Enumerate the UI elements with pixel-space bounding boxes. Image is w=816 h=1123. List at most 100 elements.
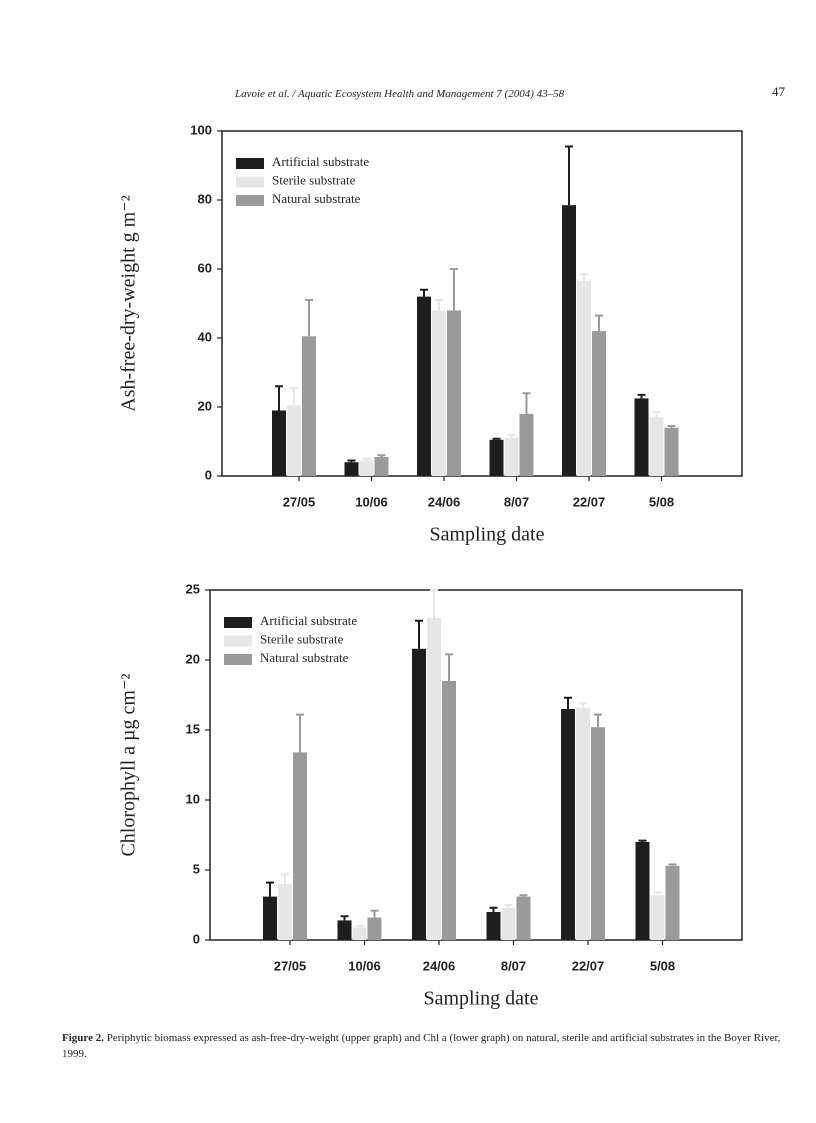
error-bar <box>275 385 283 411</box>
error-bar <box>435 299 443 311</box>
bar <box>374 457 389 476</box>
legend-swatch <box>224 617 252 628</box>
bar <box>649 417 664 476</box>
y-tick-label: 15 <box>186 721 200 736</box>
x-tick-label: 10/06 <box>355 494 388 509</box>
bar <box>591 727 605 940</box>
caption: Figure 2. Periphytic biomass expressed a… <box>62 1030 782 1062</box>
y-tick-label: 25 <box>186 581 200 596</box>
bar <box>442 681 456 940</box>
bar <box>516 896 531 940</box>
legend-label: Sterile substrate <box>272 172 356 187</box>
error-bar <box>492 437 501 440</box>
y-tick-label: 60 <box>198 260 212 275</box>
error-bar <box>370 909 379 918</box>
error-bar <box>450 268 458 311</box>
y-tick-label: 10 <box>186 791 200 806</box>
bar <box>412 648 426 940</box>
bar <box>337 920 352 940</box>
error-bar <box>638 839 647 842</box>
error-bar <box>290 387 298 406</box>
bar <box>302 336 316 476</box>
bar <box>272 410 286 476</box>
bar <box>664 427 679 476</box>
x-tick-label: 10/06 <box>348 958 381 973</box>
y-tick-label: 100 <box>190 122 212 137</box>
x-tick-label: 8/07 <box>504 494 529 509</box>
x-tick-label: 5/08 <box>650 958 675 973</box>
error-bar <box>519 894 528 897</box>
error-bar <box>420 288 428 297</box>
bar <box>367 917 382 940</box>
bar <box>634 398 649 476</box>
legend-swatch <box>236 176 264 188</box>
caption-text: Periphytic biomass expressed as ash-free… <box>62 1032 781 1060</box>
bar <box>561 709 575 940</box>
legend-label: Artificial substrate <box>272 154 369 169</box>
y-tick-label: 20 <box>186 651 200 666</box>
x-tick-label: 8/07 <box>501 958 526 973</box>
y-tick-label: 0 <box>205 467 212 482</box>
bar <box>635 842 650 940</box>
bar <box>501 907 516 940</box>
bar <box>577 281 591 476</box>
error-bar <box>362 457 371 461</box>
error-bar <box>565 145 573 206</box>
y-axis-title: Ash-free-dry-weight g m⁻² <box>118 195 140 411</box>
y-tick-label: 40 <box>198 329 212 344</box>
error-bar <box>489 906 498 912</box>
legend-label: Sterile substrate <box>260 631 344 646</box>
legend-label: Natural substrate <box>272 191 361 206</box>
error-bar <box>594 713 602 728</box>
x-tick-label: 22/07 <box>572 958 605 973</box>
bar <box>504 438 519 476</box>
legend-swatch <box>224 654 252 665</box>
bar <box>650 895 665 940</box>
error-bar <box>415 619 423 649</box>
bar <box>489 439 504 476</box>
legend-swatch <box>224 635 252 647</box>
bar <box>447 310 461 476</box>
y-tick-label: 5 <box>193 861 200 876</box>
bar <box>359 460 374 476</box>
x-tick-label: 5/08 <box>649 494 674 509</box>
error-bar <box>564 696 572 709</box>
error-bar <box>637 393 646 399</box>
x-axis-title: Sampling date <box>430 524 545 546</box>
error-bar <box>281 873 289 884</box>
caption-label: Figure 2. <box>62 1032 104 1044</box>
bar <box>576 707 590 940</box>
error-bar <box>580 273 588 282</box>
bar <box>293 752 307 940</box>
y-axis-title: Chlorophyll a µg cm⁻² <box>118 673 140 856</box>
error-bar <box>667 424 676 428</box>
bar <box>486 912 501 940</box>
error-bar <box>522 392 531 414</box>
error-bar <box>296 713 304 753</box>
bar <box>665 865 680 940</box>
x-tick-label: 22/07 <box>573 494 606 509</box>
error-bar <box>668 863 677 866</box>
error-bar <box>347 459 356 463</box>
x-axis-title: Sampling date <box>424 988 539 1010</box>
error-bar <box>430 589 438 618</box>
bar <box>562 205 576 477</box>
bar <box>427 618 441 940</box>
bar <box>352 927 367 940</box>
error-bar <box>579 702 587 708</box>
error-bar <box>504 904 513 908</box>
bar <box>592 331 606 476</box>
page-number: 47 <box>772 84 785 99</box>
error-bar <box>266 881 274 897</box>
bar <box>287 405 301 476</box>
bar <box>417 296 431 476</box>
bar <box>519 413 534 476</box>
bar <box>263 896 277 940</box>
legend-swatch <box>236 195 264 206</box>
error-bar <box>355 925 364 928</box>
error-bar <box>507 433 516 439</box>
x-tick-label: 27/05 <box>274 958 307 973</box>
plot-frame <box>221 130 743 477</box>
